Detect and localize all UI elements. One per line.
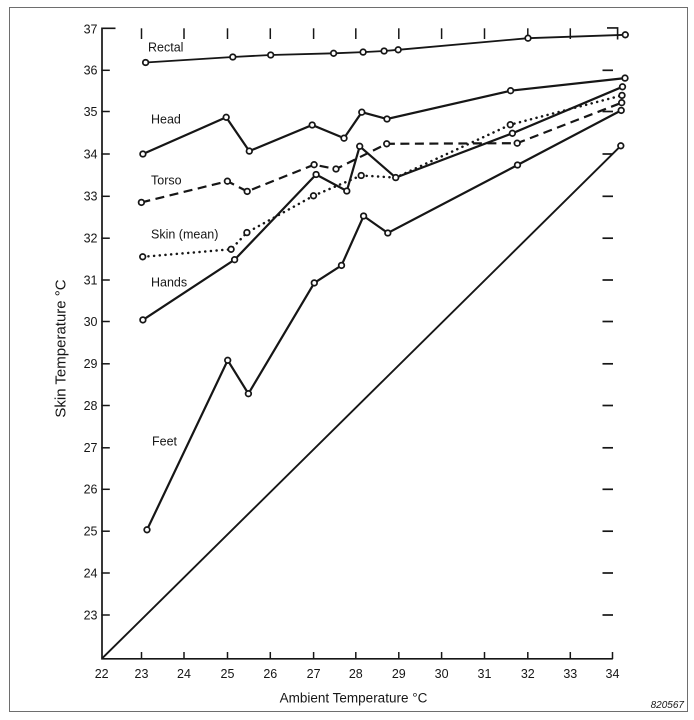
svg-text:27: 27 bbox=[84, 441, 98, 455]
svg-text:37: 37 bbox=[84, 22, 98, 36]
svg-text:33: 33 bbox=[84, 190, 98, 204]
svg-text:31: 31 bbox=[478, 667, 492, 681]
svg-text:34: 34 bbox=[606, 667, 620, 681]
svg-text:22: 22 bbox=[95, 667, 109, 681]
svg-text:24: 24 bbox=[84, 566, 98, 580]
svg-text:Torso: Torso bbox=[151, 174, 182, 188]
svg-text:32: 32 bbox=[521, 667, 535, 681]
svg-text:23: 23 bbox=[135, 667, 149, 681]
svg-text:Ambient Temperature °C: Ambient Temperature °C bbox=[280, 691, 428, 706]
svg-text:23: 23 bbox=[84, 608, 98, 622]
svg-text:31: 31 bbox=[84, 273, 98, 287]
svg-text:33: 33 bbox=[563, 667, 577, 681]
svg-text:28: 28 bbox=[84, 399, 98, 413]
svg-text:30: 30 bbox=[435, 667, 449, 681]
svg-text:36: 36 bbox=[84, 64, 98, 78]
svg-text:27: 27 bbox=[307, 667, 321, 681]
svg-text:24: 24 bbox=[177, 667, 191, 681]
svg-text:25: 25 bbox=[84, 525, 98, 539]
svg-text:Hands: Hands bbox=[151, 276, 187, 290]
svg-text:820567: 820567 bbox=[651, 700, 685, 711]
svg-text:32: 32 bbox=[84, 232, 98, 246]
svg-text:29: 29 bbox=[84, 357, 98, 371]
svg-text:Skin Temperature °C: Skin Temperature °C bbox=[52, 279, 69, 417]
svg-text:28: 28 bbox=[349, 667, 363, 681]
svg-text:25: 25 bbox=[221, 667, 235, 681]
svg-text:29: 29 bbox=[392, 667, 406, 681]
svg-text:Rectal: Rectal bbox=[148, 41, 183, 55]
svg-text:30: 30 bbox=[84, 315, 98, 329]
svg-text:26: 26 bbox=[263, 667, 277, 681]
svg-text:34: 34 bbox=[84, 147, 98, 161]
svg-text:Head: Head bbox=[151, 113, 181, 127]
svg-text:35: 35 bbox=[84, 105, 98, 119]
svg-text:26: 26 bbox=[84, 483, 98, 497]
svg-text:Skin (mean): Skin (mean) bbox=[151, 228, 218, 242]
svg-text:Feet: Feet bbox=[152, 435, 178, 449]
